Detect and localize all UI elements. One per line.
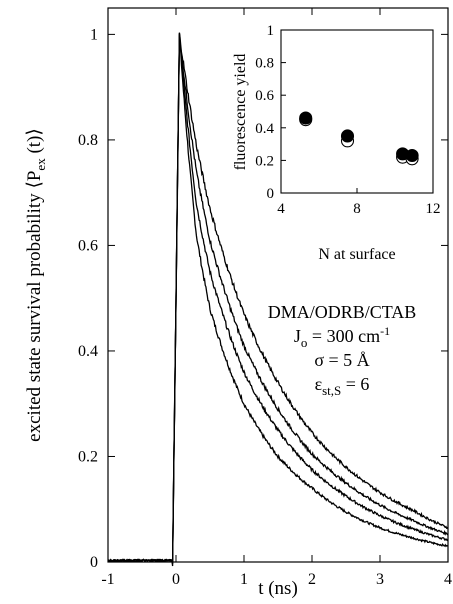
inset-point-filled <box>340 129 355 143</box>
inset-y-tick-label: 0.2 <box>255 153 274 169</box>
main-y-tick-label: 0.8 <box>78 132 98 149</box>
main-x-tick-label: -1 <box>101 571 114 588</box>
parameter-annotations: DMA/ODRB/CTAB Jo = 300 cm-1 σ = 5 Å εst,… <box>268 302 417 398</box>
inset-x-ticks: 4 8 12 <box>277 188 441 217</box>
inset-plot-frame <box>280 29 434 194</box>
main-x-axis-label: t (ns) <box>258 578 298 599</box>
main-chart: -1 0 1 2 3 4 00.20.40.60.81 t (ns) excited st… <box>24 7 452 599</box>
annotation-epsilon: εst,S = 6 <box>315 374 370 398</box>
main-y-tick-label: 0.2 <box>78 448 98 465</box>
inset-y-axis-label: fluorescence yield <box>232 54 249 171</box>
main-y-tick-label: 0.4 <box>78 343 98 360</box>
main-y-ticks: 0 0.2 0.4 0.6 0.8 1 <box>78 26 448 571</box>
main-x-tick-label: 0 <box>172 571 180 588</box>
inset-points <box>299 111 419 166</box>
inset-y-tick-label: 1 <box>267 23 275 39</box>
inset-point-filled <box>405 148 419 163</box>
main-y-tick-label: 0.6 <box>78 237 98 254</box>
inset-y-tick-label: 0.8 <box>255 56 274 72</box>
inset-chart: 4 8 12 0 0.2 0.4 0.6 0.8 1 N at surface fluores… <box>232 23 441 263</box>
main-x-tick-label: 3 <box>376 571 384 588</box>
main-x-tick-label: 4 <box>444 571 452 588</box>
main-curves <box>107 32 449 567</box>
main-plot-frame <box>107 7 449 563</box>
decay-curve <box>107 33 449 563</box>
annotation-system: DMA/ODRB/CTAB <box>268 302 417 322</box>
inset-y-tick-label: 0.6 <box>255 88 274 104</box>
main-x-tick-label: 1 <box>240 571 248 588</box>
inset-x-tick-label: 12 <box>426 201 441 217</box>
inset-x-tick-label: 8 <box>353 201 361 217</box>
inset-y-tick-label: 0 <box>267 186 275 202</box>
inset-point-filled <box>299 111 313 125</box>
decay-curve <box>107 32 449 567</box>
decay-curve <box>107 35 449 565</box>
main-y-tick-label: 1 <box>90 26 98 43</box>
decay-curve <box>107 33 449 563</box>
main-y-axis-label: excited state survival probability ⟨Pex … <box>24 128 48 442</box>
main-x-ticks: -1 0 1 2 3 4 <box>101 8 452 588</box>
inset-x-axis-label: N at surface <box>318 246 395 263</box>
inset-y-tick-label: 0.4 <box>255 121 274 137</box>
annotation-sigma: σ = 5 Å <box>314 350 369 370</box>
main-y-tick-label: 0 <box>90 554 98 571</box>
main-x-tick-label: 2 <box>308 571 316 588</box>
annotation-coupling: Jo = 300 cm-1 <box>294 324 390 350</box>
inset-y-ticks: 0 0.2 0.4 0.6 0.8 1 <box>255 23 286 202</box>
inset-x-tick-label: 4 <box>277 201 285 217</box>
